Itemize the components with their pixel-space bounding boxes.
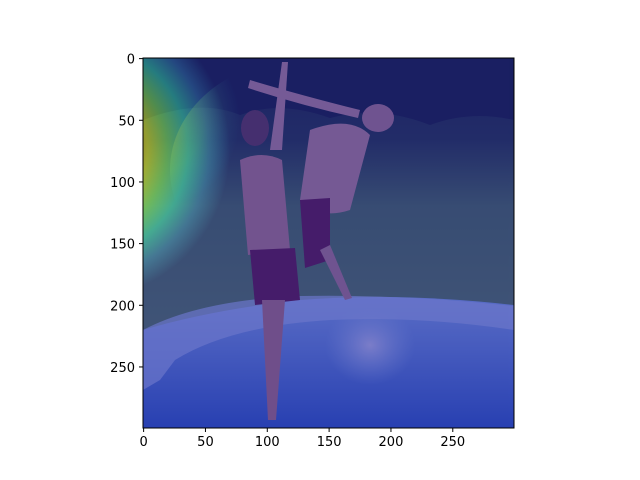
x-axis-ticks: 0 50 100 150 200 250 (139, 428, 465, 450)
y-tick-label: 0 (127, 53, 135, 68)
x-tick-label: 50 (197, 435, 214, 450)
x-tick-label: 0 (139, 435, 147, 450)
axes-frame (142, 57, 515, 429)
y-axis-ticks: 0 50 100 150 200 250 (110, 53, 143, 376)
heatmap-overlay-secondary (170, 60, 430, 280)
x-tick-label: 250 (440, 435, 465, 450)
photo-with-heatmap (143, 58, 514, 428)
x-tick-label: 200 (379, 435, 404, 450)
x-tick-label: 150 (317, 435, 342, 450)
y-tick-label: 50 (118, 114, 135, 129)
x-tick-label: 100 (255, 435, 280, 450)
y-tick-label: 100 (110, 176, 135, 191)
y-tick-label: 150 (110, 238, 135, 253)
y-tick-label: 200 (110, 299, 135, 314)
y-tick-label: 250 (110, 361, 135, 376)
